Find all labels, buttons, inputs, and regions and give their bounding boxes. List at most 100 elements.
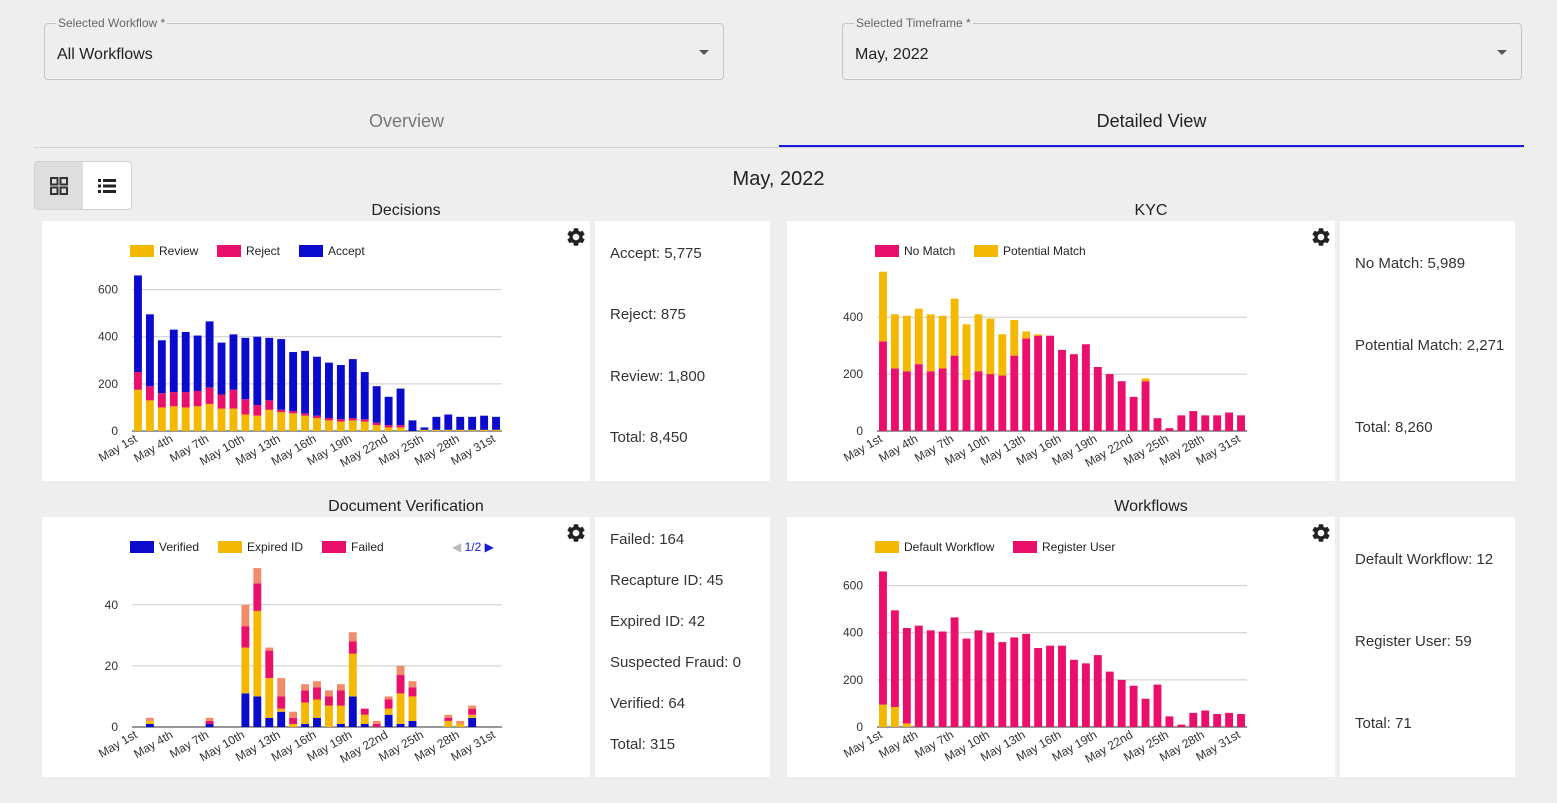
bar-segment[interactable] (480, 429, 489, 431)
bar-segment[interactable] (384, 708, 393, 715)
bar-segment[interactable] (324, 420, 333, 431)
bar-segment[interactable] (336, 690, 345, 706)
bar-segment[interactable] (1237, 714, 1245, 727)
bar-segment[interactable] (1177, 724, 1186, 727)
bar-segment[interactable] (962, 379, 971, 431)
bar-segment[interactable] (301, 702, 310, 724)
bar-segment[interactable] (444, 714, 453, 718)
bar-segment[interactable] (265, 647, 274, 651)
bar-segment[interactable] (1046, 645, 1055, 727)
bar-segment[interactable] (205, 717, 214, 721)
bar-segment[interactable] (1237, 415, 1245, 431)
bar-segment[interactable] (879, 271, 887, 342)
bar-segment[interactable] (157, 393, 166, 408)
bar-segment[interactable] (1117, 381, 1126, 431)
bar-segment[interactable] (1141, 698, 1150, 727)
bar-segment[interactable] (157, 407, 166, 431)
bar-segment[interactable] (145, 314, 154, 387)
bar-segment[interactable] (289, 410, 298, 414)
bar-segment[interactable] (492, 416, 500, 430)
bar-segment[interactable] (1081, 663, 1090, 727)
bar-segment[interactable] (974, 314, 983, 372)
bar-segment[interactable] (301, 684, 310, 691)
grid-view-button[interactable] (35, 162, 83, 209)
bar-segment[interactable] (241, 337, 250, 400)
bar-segment[interactable] (879, 571, 887, 705)
bar-segment[interactable] (205, 321, 214, 388)
bar-segment[interactable] (1201, 415, 1210, 431)
bar-segment[interactable] (396, 388, 405, 426)
bar-segment[interactable] (313, 356, 321, 416)
bar-segment[interactable] (360, 372, 369, 420)
bar-segment[interactable] (1165, 716, 1174, 727)
gear-icon[interactable] (565, 226, 587, 248)
bar-segment[interactable] (277, 678, 286, 697)
bar-segment[interactable] (480, 415, 489, 430)
bar-segment[interactable] (1165, 428, 1174, 431)
bar-segment[interactable] (902, 723, 911, 727)
bar-segment[interactable] (193, 406, 202, 431)
bar-segment[interactable] (408, 420, 417, 431)
bar-segment[interactable] (914, 625, 923, 727)
bar-segment[interactable] (336, 723, 345, 727)
bar-segment[interactable] (396, 693, 405, 724)
bar-segment[interactable] (229, 389, 238, 409)
bar-segment[interactable] (145, 723, 154, 727)
bar-segment[interactable] (301, 413, 310, 416)
bar-segment[interactable] (134, 389, 142, 431)
bar-segment[interactable] (1117, 679, 1126, 727)
bar-segment[interactable] (301, 723, 310, 727)
bar-segment[interactable] (205, 403, 214, 431)
bar-segment[interactable] (890, 706, 899, 727)
bar-segment[interactable] (950, 617, 959, 727)
bar-segment[interactable] (289, 717, 298, 724)
bar-segment[interactable] (205, 720, 214, 724)
bar-segment[interactable] (879, 341, 887, 431)
bar-segment[interactable] (313, 699, 321, 718)
bar-segment[interactable] (229, 334, 238, 390)
bar-segment[interactable] (456, 429, 465, 431)
bar-segment[interactable] (360, 421, 369, 431)
bar-segment[interactable] (205, 723, 214, 727)
bar-segment[interactable] (1213, 714, 1222, 727)
bar-segment[interactable] (324, 690, 333, 697)
bar-segment[interactable] (277, 696, 286, 709)
bar-segment[interactable] (1058, 645, 1066, 727)
bar-segment[interactable] (420, 427, 429, 430)
bar-segment[interactable] (301, 415, 310, 431)
bar-segment[interactable] (1105, 671, 1114, 727)
bar-segment[interactable] (372, 422, 381, 426)
bar-segment[interactable] (384, 699, 393, 709)
bar-segment[interactable] (468, 717, 477, 727)
bar-segment[interactable] (879, 704, 887, 727)
bar-segment[interactable] (408, 687, 417, 697)
bar-segment[interactable] (468, 429, 477, 431)
bar-segment[interactable] (348, 696, 357, 727)
bar-segment[interactable] (1046, 335, 1055, 431)
bar-segment[interactable] (938, 368, 947, 431)
bar-segment[interactable] (950, 355, 959, 431)
bar-segment[interactable] (169, 329, 178, 393)
bar-segment[interactable] (372, 386, 381, 423)
bar-segment[interactable] (1093, 655, 1102, 727)
bar-segment[interactable] (384, 696, 393, 700)
workflow-select[interactable]: Selected Workflow * All Workflows (44, 16, 724, 80)
tab-overview[interactable]: Overview (368, 111, 444, 131)
bar-segment[interactable] (1034, 648, 1043, 727)
legend-review[interactable]: Review (130, 244, 198, 258)
bar-segment[interactable] (336, 684, 345, 691)
bar-segment[interactable] (1081, 344, 1090, 431)
bar-segment[interactable] (134, 275, 142, 373)
bar-segment[interactable] (265, 400, 274, 410)
bar-segment[interactable] (974, 371, 983, 431)
bar-segment[interactable] (1141, 381, 1150, 431)
bar-segment[interactable] (241, 414, 250, 432)
gear-icon[interactable] (1310, 226, 1332, 248)
bar-segment[interactable] (1034, 334, 1043, 336)
bar-segment[interactable] (950, 298, 959, 356)
bar-segment[interactable] (217, 394, 226, 409)
bar-segment[interactable] (492, 429, 500, 431)
legend-accept[interactable]: Accept (299, 244, 365, 258)
bar-segment[interactable] (241, 647, 250, 694)
bar-segment[interactable] (229, 408, 238, 431)
